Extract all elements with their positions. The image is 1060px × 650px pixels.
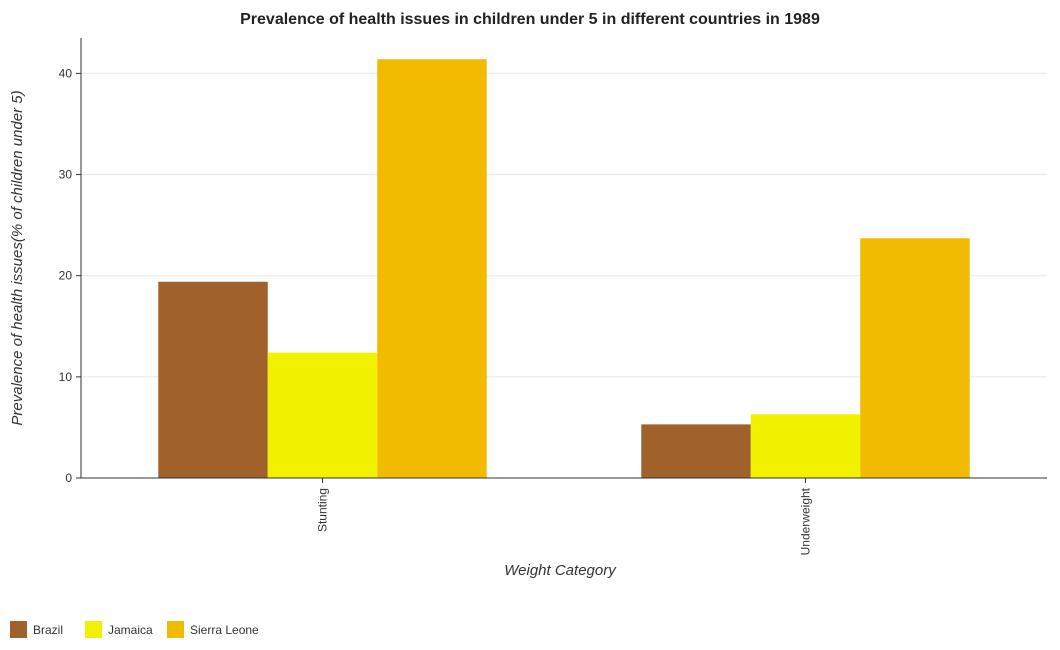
- axes: 0 10 20 30 40 Stunting Underweight: [59, 38, 1047, 555]
- bars: [158, 59, 970, 478]
- legend-label: Jamaica: [108, 623, 153, 637]
- x-tick-label: Underweight: [799, 487, 813, 555]
- y-axis-label: Prevalence of health issues(% of childre…: [9, 90, 26, 425]
- x-axis-label: Weight Category: [504, 562, 617, 579]
- x-tick-label: Stunting: [316, 488, 330, 532]
- chart-title: Prevalence of health issues in children …: [240, 11, 820, 28]
- bar-jamaica-underweight: [750, 414, 861, 478]
- y-tick-label: 40: [59, 66, 73, 80]
- y-tick-label: 30: [59, 168, 73, 182]
- bar-brazil-underweight: [641, 424, 751, 478]
- y-tick-label: 0: [65, 471, 72, 485]
- bar-sierra-leone-stunting: [377, 59, 487, 478]
- legend-swatch: [85, 621, 102, 638]
- legend-swatch: [167, 621, 184, 638]
- y-tick-label: 20: [59, 269, 73, 283]
- bar-jamaica-stunting: [267, 352, 378, 478]
- legend-label: Brazil: [33, 623, 63, 637]
- bar-sierra-leone-underweight: [860, 238, 970, 478]
- legend-label: Sierra Leone: [190, 623, 259, 637]
- y-tick-label: 10: [59, 370, 73, 384]
- bar-brazil-stunting: [158, 281, 268, 478]
- legend-swatch: [10, 621, 27, 638]
- legend: Brazil Jamaica Sierra Leone: [10, 621, 259, 638]
